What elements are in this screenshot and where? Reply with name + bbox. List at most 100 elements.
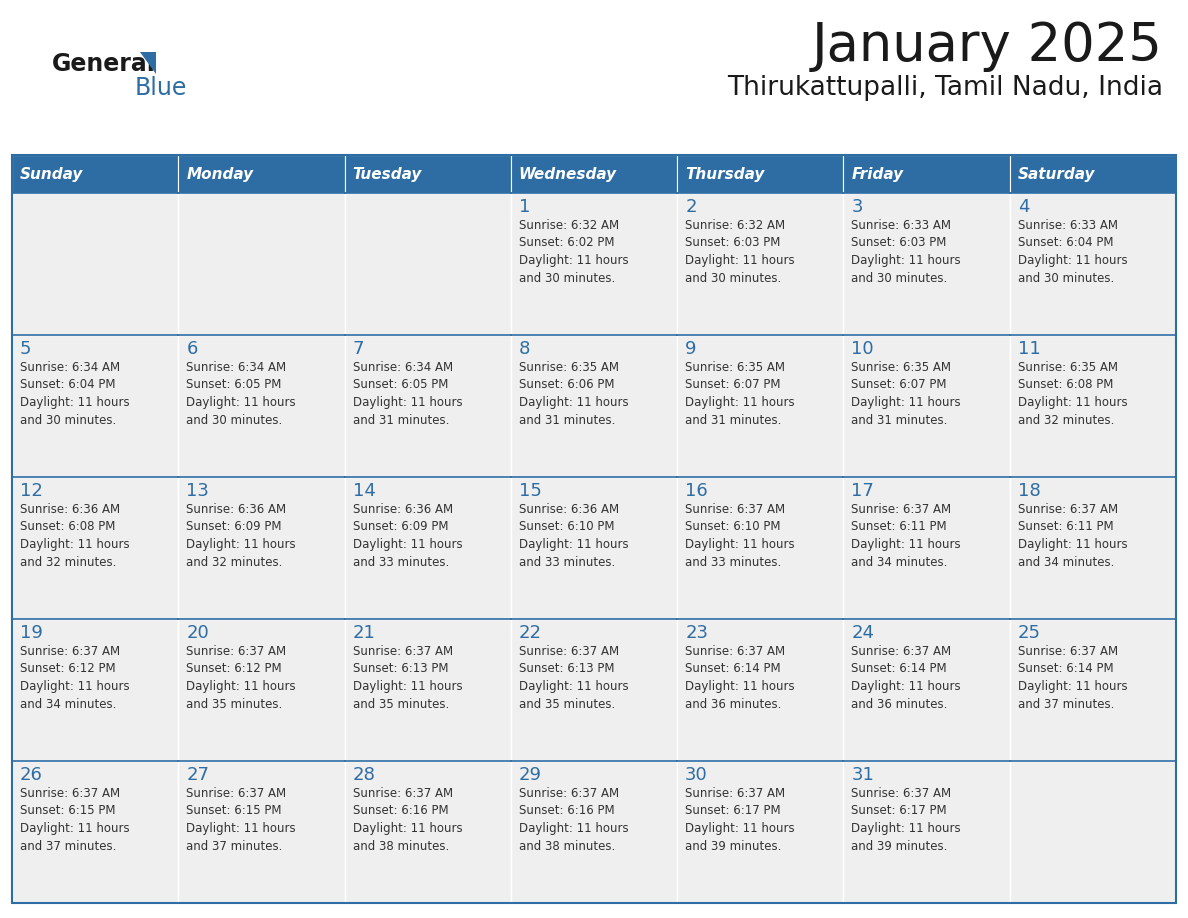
Text: Sunset: 6:08 PM: Sunset: 6:08 PM	[20, 521, 115, 533]
FancyBboxPatch shape	[345, 477, 511, 619]
Text: Sunrise: 6:37 AM: Sunrise: 6:37 AM	[1018, 503, 1118, 516]
Text: Sunrise: 6:36 AM: Sunrise: 6:36 AM	[20, 503, 120, 516]
FancyBboxPatch shape	[1010, 761, 1176, 903]
Text: Daylight: 11 hours: Daylight: 11 hours	[685, 680, 795, 693]
Text: Sunset: 6:12 PM: Sunset: 6:12 PM	[20, 663, 115, 676]
Text: Sunset: 6:16 PM: Sunset: 6:16 PM	[519, 804, 614, 818]
Text: Sunset: 6:10 PM: Sunset: 6:10 PM	[519, 521, 614, 533]
Text: 28: 28	[353, 766, 375, 784]
Text: and 37 minutes.: and 37 minutes.	[1018, 698, 1114, 711]
Text: Daylight: 11 hours: Daylight: 11 hours	[1018, 680, 1127, 693]
Text: 8: 8	[519, 340, 530, 358]
Text: Sunrise: 6:36 AM: Sunrise: 6:36 AM	[519, 503, 619, 516]
Text: 25: 25	[1018, 624, 1041, 642]
Text: and 32 minutes.: and 32 minutes.	[20, 555, 116, 568]
Text: Sunset: 6:17 PM: Sunset: 6:17 PM	[685, 804, 781, 818]
Text: 10: 10	[852, 340, 874, 358]
Text: Daylight: 11 hours: Daylight: 11 hours	[519, 680, 628, 693]
Text: and 37 minutes.: and 37 minutes.	[187, 839, 283, 853]
Text: Thirukattupalli, Tamil Nadu, India: Thirukattupalli, Tamil Nadu, India	[727, 75, 1163, 101]
Text: and 34 minutes.: and 34 minutes.	[1018, 555, 1114, 568]
FancyBboxPatch shape	[1010, 619, 1176, 761]
Text: and 37 minutes.: and 37 minutes.	[20, 839, 116, 853]
Text: and 39 minutes.: and 39 minutes.	[685, 839, 782, 853]
Text: Daylight: 11 hours: Daylight: 11 hours	[187, 680, 296, 693]
Text: 17: 17	[852, 482, 874, 500]
Text: Sunrise: 6:37 AM: Sunrise: 6:37 AM	[353, 645, 453, 658]
Text: Sunrise: 6:34 AM: Sunrise: 6:34 AM	[20, 361, 120, 374]
FancyBboxPatch shape	[178, 335, 345, 477]
Text: Sunrise: 6:32 AM: Sunrise: 6:32 AM	[519, 219, 619, 232]
Text: Daylight: 11 hours: Daylight: 11 hours	[852, 822, 961, 835]
FancyBboxPatch shape	[511, 335, 677, 477]
Text: 30: 30	[685, 766, 708, 784]
Text: Sunday: Sunday	[20, 166, 83, 182]
Text: Daylight: 11 hours: Daylight: 11 hours	[20, 822, 129, 835]
Text: Sunrise: 6:33 AM: Sunrise: 6:33 AM	[1018, 219, 1118, 232]
FancyBboxPatch shape	[1010, 335, 1176, 477]
Text: and 30 minutes.: and 30 minutes.	[852, 272, 948, 285]
Text: and 30 minutes.: and 30 minutes.	[519, 272, 615, 285]
Text: 24: 24	[852, 624, 874, 642]
Text: 2: 2	[685, 198, 696, 216]
Text: Sunrise: 6:37 AM: Sunrise: 6:37 AM	[685, 503, 785, 516]
Text: Friday: Friday	[852, 166, 904, 182]
Text: and 35 minutes.: and 35 minutes.	[519, 698, 615, 711]
Text: Daylight: 11 hours: Daylight: 11 hours	[685, 538, 795, 551]
FancyBboxPatch shape	[178, 477, 345, 619]
Text: Sunset: 6:10 PM: Sunset: 6:10 PM	[685, 521, 781, 533]
Text: Daylight: 11 hours: Daylight: 11 hours	[685, 822, 795, 835]
Text: and 35 minutes.: and 35 minutes.	[187, 698, 283, 711]
Text: Sunset: 6:03 PM: Sunset: 6:03 PM	[685, 237, 781, 250]
Text: and 38 minutes.: and 38 minutes.	[519, 839, 615, 853]
Text: Sunrise: 6:37 AM: Sunrise: 6:37 AM	[20, 645, 120, 658]
Text: Sunrise: 6:37 AM: Sunrise: 6:37 AM	[1018, 645, 1118, 658]
Text: and 32 minutes.: and 32 minutes.	[1018, 413, 1114, 427]
Text: Daylight: 11 hours: Daylight: 11 hours	[519, 396, 628, 409]
Text: and 39 minutes.: and 39 minutes.	[852, 839, 948, 853]
Text: and 36 minutes.: and 36 minutes.	[852, 698, 948, 711]
Text: Sunset: 6:17 PM: Sunset: 6:17 PM	[852, 804, 947, 818]
Text: and 31 minutes.: and 31 minutes.	[353, 413, 449, 427]
Text: General: General	[52, 52, 156, 76]
FancyBboxPatch shape	[1010, 477, 1176, 619]
Text: Daylight: 11 hours: Daylight: 11 hours	[353, 396, 462, 409]
Text: 6: 6	[187, 340, 197, 358]
Text: Daylight: 11 hours: Daylight: 11 hours	[187, 538, 296, 551]
FancyBboxPatch shape	[178, 761, 345, 903]
Text: Daylight: 11 hours: Daylight: 11 hours	[353, 538, 462, 551]
FancyBboxPatch shape	[677, 761, 843, 903]
Text: Sunrise: 6:35 AM: Sunrise: 6:35 AM	[685, 361, 785, 374]
Text: Sunset: 6:04 PM: Sunset: 6:04 PM	[20, 378, 115, 391]
Text: Blue: Blue	[135, 76, 188, 100]
Text: Sunset: 6:12 PM: Sunset: 6:12 PM	[187, 663, 282, 676]
Text: 7: 7	[353, 340, 364, 358]
Text: Sunset: 6:15 PM: Sunset: 6:15 PM	[187, 804, 282, 818]
Text: 12: 12	[20, 482, 43, 500]
Text: Sunset: 6:05 PM: Sunset: 6:05 PM	[353, 378, 448, 391]
FancyBboxPatch shape	[12, 335, 178, 477]
Text: 11: 11	[1018, 340, 1041, 358]
Text: Daylight: 11 hours: Daylight: 11 hours	[519, 822, 628, 835]
Text: Sunrise: 6:37 AM: Sunrise: 6:37 AM	[685, 787, 785, 800]
Text: Saturday: Saturday	[1018, 166, 1095, 182]
Text: and 30 minutes.: and 30 minutes.	[20, 413, 116, 427]
Text: Sunset: 6:15 PM: Sunset: 6:15 PM	[20, 804, 115, 818]
Text: 16: 16	[685, 482, 708, 500]
FancyBboxPatch shape	[843, 335, 1010, 477]
FancyBboxPatch shape	[345, 193, 511, 335]
Text: Daylight: 11 hours: Daylight: 11 hours	[20, 680, 129, 693]
Text: Daylight: 11 hours: Daylight: 11 hours	[1018, 538, 1127, 551]
Text: Sunrise: 6:37 AM: Sunrise: 6:37 AM	[852, 503, 952, 516]
Text: Sunset: 6:04 PM: Sunset: 6:04 PM	[1018, 237, 1113, 250]
FancyBboxPatch shape	[677, 477, 843, 619]
Text: January 2025: January 2025	[813, 20, 1163, 72]
Text: Daylight: 11 hours: Daylight: 11 hours	[852, 396, 961, 409]
Text: Daylight: 11 hours: Daylight: 11 hours	[1018, 396, 1127, 409]
Text: Sunset: 6:06 PM: Sunset: 6:06 PM	[519, 378, 614, 391]
FancyBboxPatch shape	[511, 155, 677, 193]
Text: and 31 minutes.: and 31 minutes.	[852, 413, 948, 427]
Text: and 34 minutes.: and 34 minutes.	[852, 555, 948, 568]
Text: and 30 minutes.: and 30 minutes.	[187, 413, 283, 427]
FancyBboxPatch shape	[345, 619, 511, 761]
